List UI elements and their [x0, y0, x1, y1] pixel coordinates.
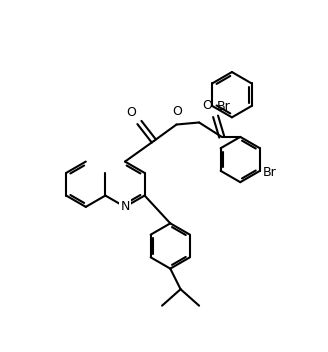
Text: O: O [202, 99, 212, 112]
Text: N: N [120, 200, 130, 213]
Text: Br: Br [216, 100, 230, 113]
Text: O: O [173, 105, 182, 118]
Text: O: O [126, 106, 136, 119]
Text: Br: Br [263, 166, 277, 180]
